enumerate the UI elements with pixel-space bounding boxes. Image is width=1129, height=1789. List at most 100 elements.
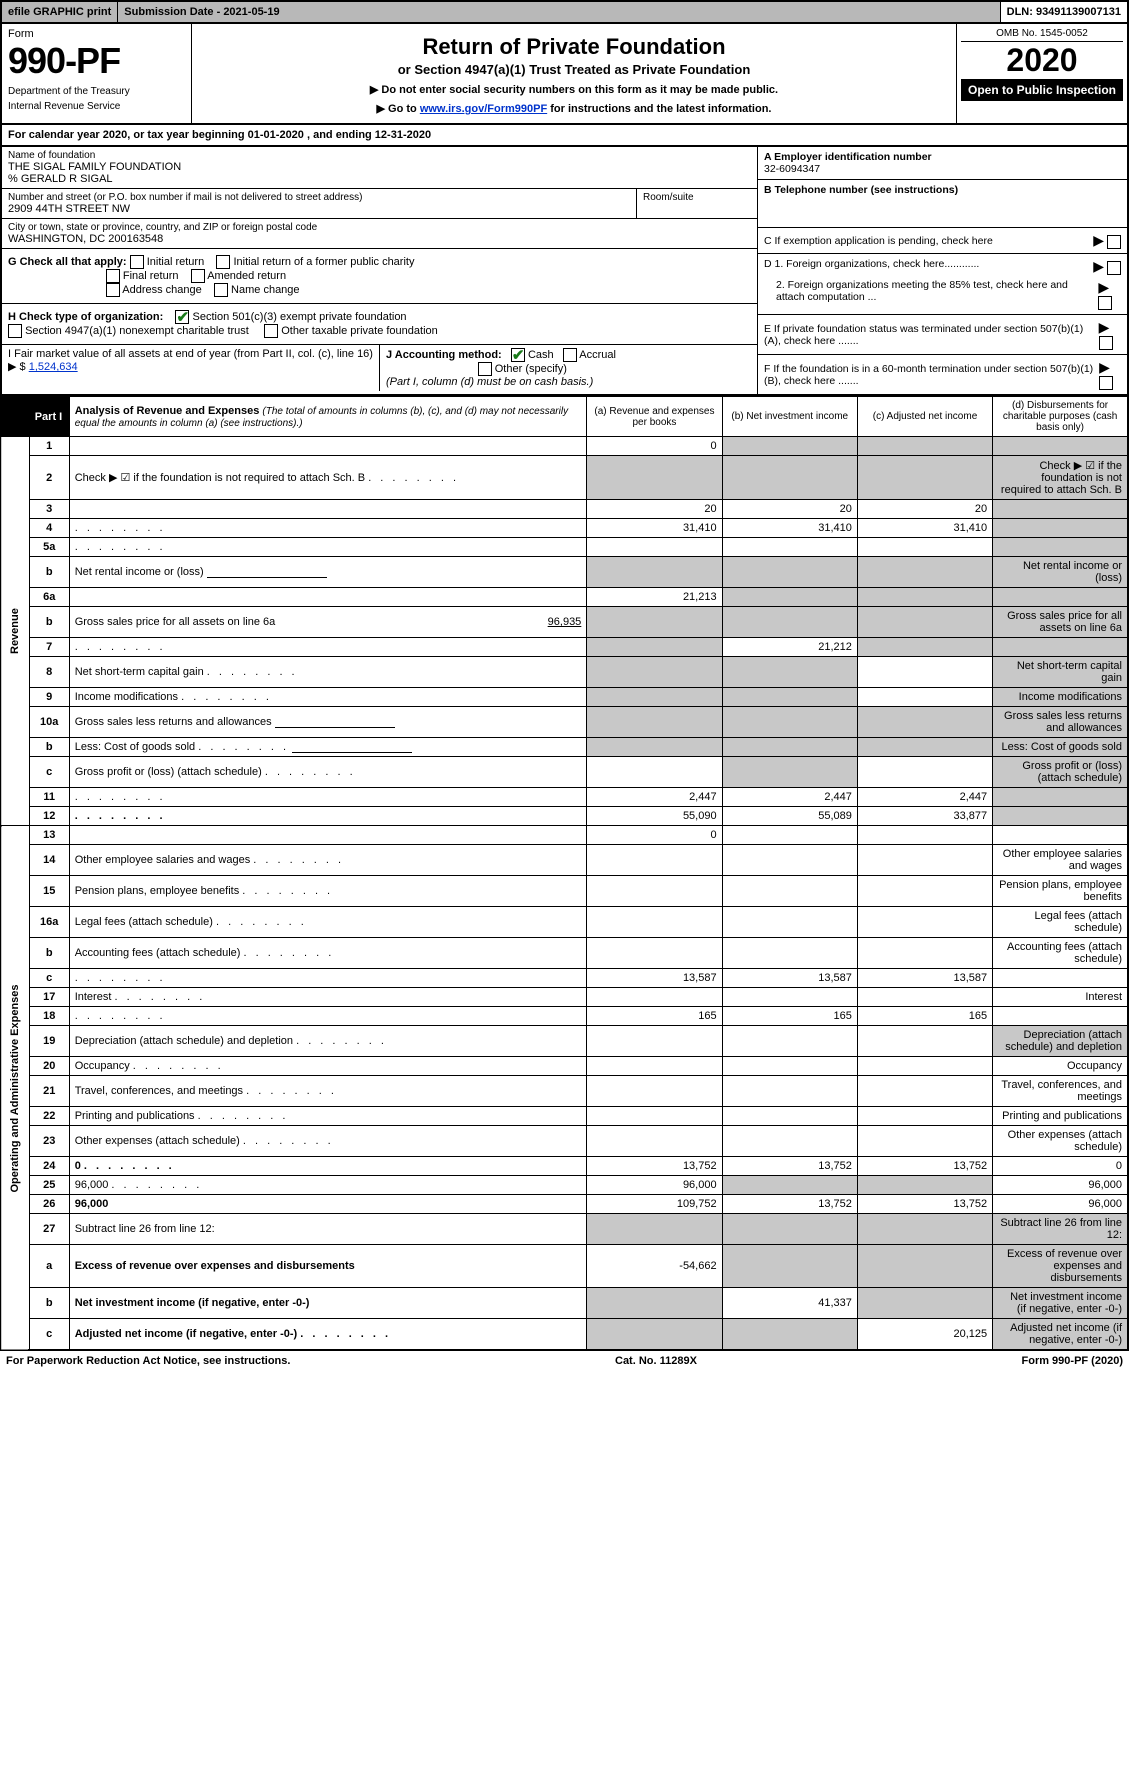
amount-cell — [587, 456, 722, 500]
amount-cell: 96,000 — [993, 1176, 1128, 1195]
amount-cell: Pension plans, employee benefits — [993, 876, 1128, 907]
line-number: 26 — [29, 1195, 69, 1214]
line-description: Travel, conferences, and meetings . . . … — [69, 1076, 587, 1107]
line-description: Depreciation (attach schedule) and deple… — [69, 1026, 587, 1057]
checkbox-name-change[interactable] — [214, 283, 228, 297]
line-description — [69, 588, 587, 607]
checkbox-other-taxable[interactable] — [264, 324, 278, 338]
amount-cell — [722, 1319, 857, 1351]
line-number: 23 — [29, 1126, 69, 1157]
submission-date: Submission Date - 2021-05-19 — [118, 2, 1000, 22]
line-description: Pension plans, employee benefits . . . .… — [69, 876, 587, 907]
amount-cell: Other expenses (attach schedule) — [993, 1126, 1128, 1157]
amount-cell: Gross sales price for all assets on line… — [993, 607, 1128, 638]
amount-cell — [587, 938, 722, 969]
line-description: . . . . . . . . — [69, 638, 587, 657]
table-row: 20Occupancy . . . . . . . .Occupancy — [1, 1057, 1128, 1076]
checkbox-final[interactable] — [106, 269, 120, 283]
line-number: 22 — [29, 1107, 69, 1126]
amount-cell: Legal fees (attach schedule) — [993, 907, 1128, 938]
amount-cell — [993, 437, 1128, 456]
section-h: H Check type of organization: Section 50… — [2, 304, 757, 345]
checkbox-f[interactable] — [1099, 376, 1113, 390]
g-opt-3: Amended return — [207, 270, 286, 282]
checkbox-c[interactable] — [1107, 235, 1121, 249]
table-row: Operating and Administrative Expenses130 — [1, 826, 1128, 845]
amount-cell — [857, 1107, 992, 1126]
amount-cell: 13,752 — [857, 1195, 992, 1214]
line-number: 10a — [29, 707, 69, 738]
amount-cell — [857, 907, 992, 938]
checkbox-amended[interactable] — [191, 269, 205, 283]
amount-cell — [993, 788, 1128, 807]
table-row: 5a . . . . . . . . — [1, 538, 1128, 557]
line-description: 96,000 — [69, 1195, 587, 1214]
checkbox-d2[interactable] — [1098, 296, 1112, 310]
line-description: Accounting fees (attach schedule) . . . … — [69, 938, 587, 969]
amount-cell: Gross sales less returns and allowances — [993, 707, 1128, 738]
checkbox-accrual[interactable] — [563, 348, 577, 362]
amount-cell — [722, 707, 857, 738]
amount-cell: 0 — [587, 826, 722, 845]
amount-cell: Accounting fees (attach schedule) — [993, 938, 1128, 969]
checkbox-other-acct[interactable] — [478, 362, 492, 376]
checkbox-501c3[interactable] — [175, 310, 189, 324]
line-description: Net investment income (if negative, ente… — [69, 1288, 587, 1319]
footer-left: For Paperwork Reduction Act Notice, see … — [6, 1355, 290, 1367]
amount-cell — [722, 876, 857, 907]
checkbox-e[interactable] — [1099, 336, 1113, 350]
checkbox-address-change[interactable] — [106, 283, 120, 297]
info-right: A Employer identification number 32-6094… — [757, 147, 1127, 394]
line-description: . . . . . . . . — [69, 969, 587, 988]
amount-cell — [857, 707, 992, 738]
footer-right: Form 990-PF (2020) — [1022, 1355, 1123, 1367]
checkbox-cash[interactable] — [511, 348, 525, 362]
line-description: 0 . . . . . . . . — [69, 1157, 587, 1176]
amount-cell — [857, 437, 992, 456]
footer-mid: Cat. No. 11289X — [615, 1355, 697, 1367]
dept-treasury: Department of the Treasury — [8, 86, 185, 97]
checkbox-d1[interactable] — [1107, 261, 1121, 275]
address-row: Number and street (or P.O. box number if… — [2, 189, 757, 219]
amount-cell — [722, 907, 857, 938]
table-row: cAdjusted net income (if negative, enter… — [1, 1319, 1128, 1351]
table-row: Revenue10 — [1, 437, 1128, 456]
amount-cell — [993, 588, 1128, 607]
street-address: 2909 44TH STREET NW — [8, 203, 630, 215]
amount-cell — [587, 757, 722, 788]
table-row: 2Check ▶ ☑ if the foundation is not requ… — [1, 456, 1128, 500]
table-row: 14Other employee salaries and wages . . … — [1, 845, 1128, 876]
checkbox-initial-former[interactable] — [216, 255, 230, 269]
omb-number: OMB No. 1545-0052 — [961, 28, 1123, 42]
amount-cell — [857, 538, 992, 557]
amount-cell: 55,090 — [587, 807, 722, 826]
amount-cell: -54,662 — [587, 1245, 722, 1288]
amount-cell — [722, 845, 857, 876]
form-label: Form — [8, 28, 185, 40]
amount-cell: 13,587 — [587, 969, 722, 988]
table-row: 18 . . . . . . . .165165165 — [1, 1007, 1128, 1026]
amount-cell: Depreciation (attach schedule) and deple… — [993, 1026, 1128, 1057]
amount-cell — [587, 1076, 722, 1107]
g-opt-0: Initial return — [147, 256, 204, 268]
line-number: c — [29, 969, 69, 988]
efile-label: efile GRAPHIC print — [2, 2, 118, 22]
amount-cell: Occupancy — [993, 1057, 1128, 1076]
table-row: 17Interest . . . . . . . .Interest — [1, 988, 1128, 1007]
checkbox-initial[interactable] — [130, 255, 144, 269]
table-row: aExcess of revenue over expenses and dis… — [1, 1245, 1128, 1288]
checkbox-4947[interactable] — [8, 324, 22, 338]
amount-cell: 31,410 — [722, 519, 857, 538]
line-number: 20 — [29, 1057, 69, 1076]
line-description: Net rental income or (loss) — [69, 557, 587, 588]
fmv-value[interactable]: 1,524,634 — [29, 361, 78, 373]
header-center: Return of Private Foundation or Section … — [192, 24, 957, 123]
irs-link[interactable]: www.irs.gov/Form990PF — [420, 103, 547, 115]
amount-cell: 20 — [857, 500, 992, 519]
d2-label: 2. Foreign organizations meeting the 85%… — [764, 279, 1098, 310]
line-number: 24 — [29, 1157, 69, 1176]
expenses-vertical-label: Operating and Administrative Expenses — [1, 826, 29, 1351]
amount-cell: Income modifications — [993, 688, 1128, 707]
amount-cell: 21,213 — [587, 588, 722, 607]
line-number: 27 — [29, 1214, 69, 1245]
